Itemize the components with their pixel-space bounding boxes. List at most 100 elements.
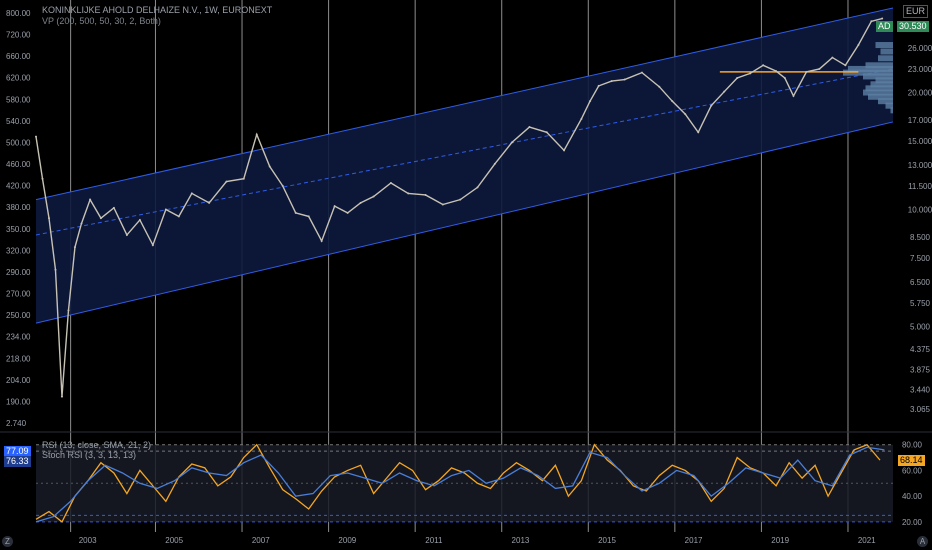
price-point xyxy=(775,70,778,73)
stoch-value-badge: 77.09 xyxy=(4,446,31,457)
price-point xyxy=(736,76,739,79)
right-tick-label: 23.000 xyxy=(908,65,932,74)
volume-profile-bar xyxy=(843,69,893,76)
auto-scale-icon[interactable]: A xyxy=(917,536,928,547)
volume-profile-bar xyxy=(875,77,893,84)
price-point xyxy=(389,182,392,185)
price-point xyxy=(831,56,834,59)
price-point xyxy=(589,100,592,103)
left-tick-label: 234.00 xyxy=(6,333,31,342)
right-tick-label: 11.500 xyxy=(908,182,932,191)
price-point xyxy=(255,133,258,136)
rsi-band xyxy=(36,444,893,522)
price-point xyxy=(41,177,44,180)
price-point xyxy=(459,198,462,201)
x-tick-label: 2011 xyxy=(425,536,443,545)
volume-profile-bar xyxy=(885,102,893,109)
left-tick-label: 720.00 xyxy=(6,31,31,40)
left-tick-label: 460.00 xyxy=(6,160,31,169)
right-tick-label: 10.000 xyxy=(908,206,932,215)
price-point xyxy=(281,184,284,187)
currency-badge[interactable]: EUR xyxy=(903,5,929,18)
volume-profile-bar xyxy=(870,81,893,88)
price-point xyxy=(792,94,795,97)
x-tick-label: 2019 xyxy=(771,536,789,545)
rsi-line xyxy=(35,443,881,523)
price-point xyxy=(346,211,349,214)
rsi-series xyxy=(35,443,885,523)
left-tick-label: 350.00 xyxy=(6,225,31,234)
volume-profile-bar xyxy=(878,98,893,105)
right-tick-label: 17.000 xyxy=(908,116,932,125)
x-tick-label: 2007 xyxy=(252,536,270,545)
axes: 800.00 720.00 660.00 620.00 580.00 540.00 500.… xyxy=(6,9,932,545)
price-point xyxy=(112,206,115,209)
price-point xyxy=(723,90,726,93)
left-tick-label: 204.00 xyxy=(6,376,31,385)
left-tick-label: 620.00 xyxy=(6,74,31,83)
right-tick-label: 15.000 xyxy=(908,137,932,146)
x-tick-label: 2009 xyxy=(338,536,356,545)
volume-profile-bar xyxy=(863,89,893,96)
price-point xyxy=(47,217,50,220)
price-point xyxy=(333,205,336,208)
x-tick-label: 2005 xyxy=(165,536,183,545)
price-point xyxy=(597,84,600,87)
last-price-badge: 30.530 xyxy=(897,21,929,32)
rsi-tick-label: 80.00 xyxy=(902,441,923,450)
price-point xyxy=(89,198,92,201)
price-point xyxy=(580,117,583,120)
left-tick-label: 500.00 xyxy=(6,138,31,147)
price-point xyxy=(138,218,141,221)
price-point xyxy=(545,131,548,134)
rsi-tick-label: 60.00 xyxy=(902,466,923,475)
x-tick-label: 2021 xyxy=(858,536,876,545)
symbol-badge: AD xyxy=(876,21,893,32)
price-point xyxy=(125,233,128,236)
zoom-icon[interactable]: Z xyxy=(2,536,13,547)
stoch-rsi-line xyxy=(35,446,885,523)
price-point xyxy=(372,195,375,198)
right-tick-label: 13.000 xyxy=(908,161,932,170)
price-point xyxy=(749,72,752,75)
stoch-legend: Stoch RSI (3, 3, 13, 13) xyxy=(42,450,137,460)
volume-profile-bar xyxy=(863,73,893,80)
price-point xyxy=(60,395,63,398)
price-point xyxy=(671,100,674,103)
price-point xyxy=(563,149,566,152)
price-point xyxy=(805,70,808,73)
left-tick-label: 218.00 xyxy=(6,354,31,363)
price-point xyxy=(640,71,643,74)
rsi-legend: RSI (13, close, SMA, 21, 2) xyxy=(42,440,152,450)
left-tick-label: 540.00 xyxy=(6,117,31,126)
price-point xyxy=(857,44,860,47)
right-tick-label: 7.500 xyxy=(910,254,931,263)
left-tick-label: 270.00 xyxy=(6,290,31,299)
price-point xyxy=(35,135,37,138)
rsi-tick-label: 20.00 xyxy=(902,518,923,527)
left-tick-label: 380.00 xyxy=(6,203,31,212)
price-point xyxy=(697,131,700,134)
regression-channel xyxy=(35,7,894,324)
price-point xyxy=(80,222,83,225)
price-point xyxy=(225,180,228,183)
price-point xyxy=(870,20,873,23)
right-tick-label: 26.000 xyxy=(908,44,932,53)
price-point xyxy=(476,186,479,189)
left-tick-label: 800.00 xyxy=(6,9,31,18)
price-point xyxy=(528,126,531,129)
price-point xyxy=(710,104,713,107)
volume-profile-bar xyxy=(848,65,893,72)
volume-profile-bar xyxy=(878,55,893,62)
price-point xyxy=(208,201,211,204)
price-point xyxy=(623,78,626,81)
price-point xyxy=(359,201,362,204)
right-tick-label: 8.500 xyxy=(910,233,931,242)
left-tick-label: 2.740 xyxy=(6,419,27,428)
price-point xyxy=(881,17,884,20)
symbol-title: KONINKLIJKE AHOLD DELHAIZE N.V., 1W, EUR… xyxy=(42,5,273,15)
right-tick-label: 5.750 xyxy=(910,299,931,308)
right-tick-label: 3.065 xyxy=(910,405,931,414)
right-tick-label: 3.875 xyxy=(910,366,931,375)
left-tick-label: 420.00 xyxy=(6,182,31,191)
